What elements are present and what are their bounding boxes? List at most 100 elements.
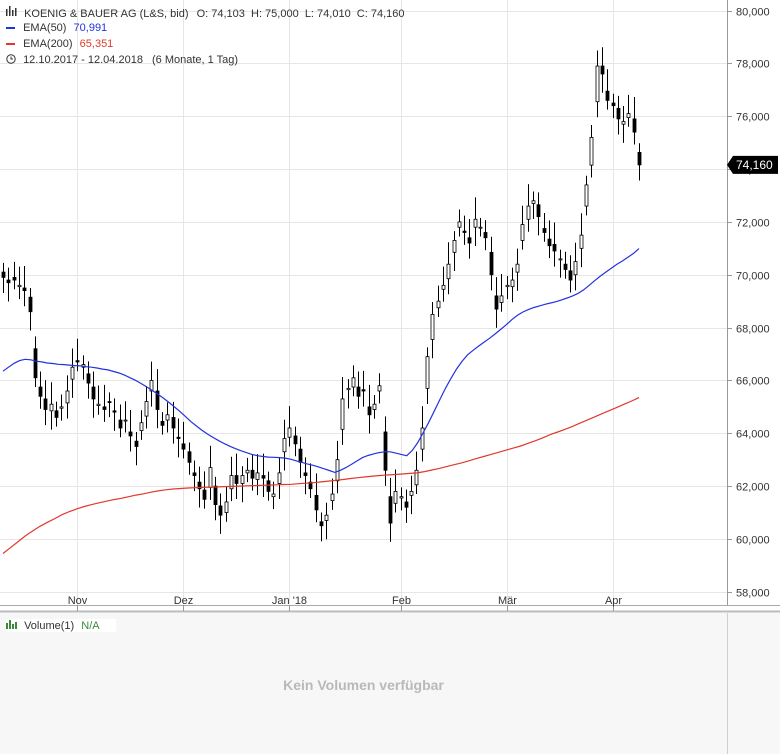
candle-body: [515, 263, 520, 273]
ohlc-values: O: 74,103 H: 75,000 L: 74,010 C: 74,160: [196, 8, 405, 20]
candle: [261, 453, 266, 497]
candle-body: [505, 284, 510, 288]
candle: [499, 273, 504, 312]
y-tick-label: 76,000: [736, 112, 770, 124]
x-tick-label: Feb: [392, 595, 411, 607]
candle-body: [510, 279, 515, 288]
candle-body: [377, 385, 382, 392]
candle-body: [335, 459, 340, 482]
candle: [49, 382, 54, 430]
candle-body: [107, 401, 112, 403]
volume-axis-line: [727, 613, 728, 754]
y-tick-label: 58,000: [736, 588, 770, 600]
candle-body: [356, 386, 361, 397]
candle-body: [266, 480, 271, 492]
candle: [467, 219, 472, 259]
candle-body: [340, 398, 345, 430]
candle-body: [558, 258, 563, 261]
candle: [134, 431, 139, 466]
candles: [1, 47, 642, 542]
candle: [12, 261, 17, 290]
candle: [589, 124, 594, 178]
candle-body: [49, 403, 54, 412]
candle: [510, 267, 515, 303]
candle: [542, 212, 547, 242]
date-range: 12.10.2017 - 12.04.2018: [23, 54, 143, 66]
clock-icon: [6, 54, 16, 68]
candle-body: [155, 390, 160, 410]
candle-body: [430, 313, 435, 340]
price-chart: 58,000 60,000 62,000 64,000 66,000 68,000 70,0…: [0, 0, 780, 613]
plot-background: [0, 0, 727, 605]
candle-body: [213, 485, 218, 506]
x-tick-label: Apr: [605, 595, 622, 607]
last-price-marker: 74,160: [727, 155, 778, 174]
candle-body: [467, 237, 472, 244]
candle-body: [595, 65, 600, 103]
candle: [536, 192, 541, 236]
candle-body: [314, 494, 319, 511]
candle-body: [165, 414, 170, 421]
candle: [520, 205, 525, 250]
candle-body: [144, 401, 149, 417]
candle-body: [91, 386, 96, 400]
candle: [478, 217, 483, 237]
candle-body: [319, 521, 324, 527]
candle: [165, 402, 170, 433]
candle-body: [187, 451, 192, 463]
y-axis: 58,000 60,000 62,000 64,000 66,000 68,000 70,0…: [727, 7, 770, 600]
candle-body: [102, 406, 107, 410]
candle-body: [65, 390, 70, 404]
candle-body: [234, 475, 239, 484]
candle-body: [271, 493, 276, 498]
candle: [1, 262, 6, 293]
candle: [112, 398, 117, 431]
candle-body: [367, 406, 372, 416]
candle-body: [59, 406, 64, 409]
candle-body: [287, 427, 292, 438]
candle-body: [293, 435, 298, 445]
candle-body: [483, 232, 488, 239]
candle: [149, 361, 154, 407]
candle-body: [494, 295, 499, 310]
candle-body: [38, 386, 43, 397]
last-price-box: [727, 155, 778, 174]
candle: [600, 47, 605, 93]
y-tick-label: 66,000: [736, 376, 770, 388]
candle: [547, 220, 552, 259]
candle-body: [208, 467, 213, 488]
candle: [457, 209, 462, 237]
candle: [160, 412, 165, 435]
grid-lines: [0, 0, 727, 605]
x-tick-label: Mär: [498, 595, 517, 607]
candle-body: [54, 410, 59, 418]
candle: [441, 266, 446, 302]
candle: [308, 463, 313, 499]
candle-body: [282, 438, 287, 453]
candle-body: [399, 496, 404, 499]
candle-body: [250, 469, 255, 479]
date-range-row: 12.10.2017 - 12.04.2018 (6 Monate, 1 Tag…: [6, 54, 238, 68]
candle: [245, 457, 250, 483]
candle-body: [330, 493, 335, 502]
candle: [425, 347, 430, 404]
y-tick-label: 68,000: [736, 324, 770, 336]
candle: [192, 460, 197, 492]
candle: [22, 266, 27, 307]
no-volume-message: Kein Volumen verfügbar: [283, 677, 444, 693]
candle: [621, 105, 626, 143]
candle-body: [160, 420, 165, 426]
candle-body: [536, 204, 541, 218]
candle: [70, 348, 75, 398]
candle: [367, 384, 372, 434]
candle: [330, 478, 335, 510]
candle: [277, 457, 282, 500]
candle: [372, 394, 377, 419]
candle: [314, 473, 319, 523]
candle-body: [28, 296, 33, 313]
candle-body: [520, 224, 525, 241]
candle: [399, 487, 404, 511]
candle: [324, 502, 329, 540]
candle: [489, 236, 494, 291]
candle-body: [229, 475, 234, 490]
